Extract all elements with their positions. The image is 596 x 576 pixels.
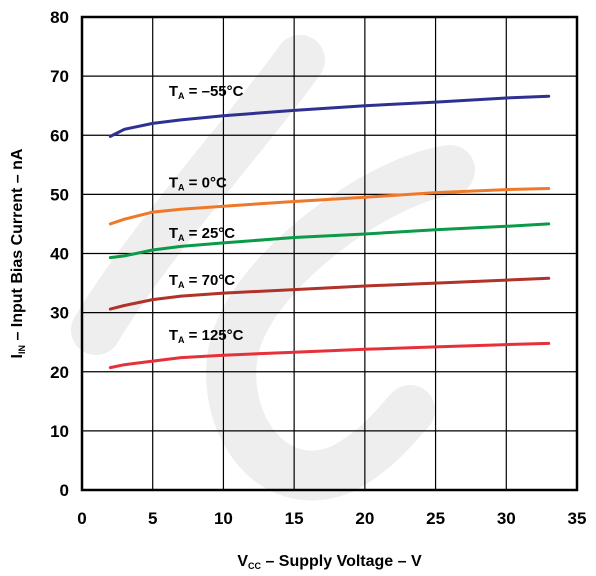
series-line-1 xyxy=(108,187,551,226)
x-tick-label: 10 xyxy=(214,509,233,528)
grid xyxy=(81,16,578,491)
x-tick-label: 30 xyxy=(497,509,516,528)
x-axis-title-sub: CC xyxy=(248,561,261,571)
y-axis-title-sub: IN xyxy=(17,345,27,354)
series-label-1: TA = 0°C xyxy=(169,175,227,193)
y-axis-title-main: I xyxy=(9,354,26,358)
series-label-3: TA = 70°C xyxy=(169,272,235,290)
x-tick-label: 20 xyxy=(355,509,374,528)
y-tick-label: 40 xyxy=(50,245,69,264)
y-tick-label: 70 xyxy=(50,67,69,86)
y-tick-labels: 0 10 20 30 40 50 60 70 80 xyxy=(50,8,69,500)
series-label-4: TA = 125°C xyxy=(169,327,244,345)
y-tick-label: 0 xyxy=(60,481,69,500)
x-axis-title-main: V xyxy=(237,553,248,570)
x-tick-label: 15 xyxy=(285,509,304,528)
y-tick-label: 30 xyxy=(50,304,69,323)
series-line-4 xyxy=(108,341,551,370)
series-label-2: TA = 25°C xyxy=(169,225,235,243)
x-tick-label: 0 xyxy=(77,509,86,528)
x-axis-title: VCC – Supply Voltage – V xyxy=(237,553,422,571)
y-tick-label: 20 xyxy=(50,363,69,382)
y-axis-title-rest: – Input Bias Current – nA xyxy=(9,148,26,345)
y-tick-label: 80 xyxy=(50,8,69,27)
series-lines xyxy=(108,94,551,370)
y-tick-label: 10 xyxy=(50,422,69,441)
y-axis-title: IIN – Input Bias Current – nA xyxy=(9,148,27,358)
watermark xyxy=(71,35,475,501)
series-label-0: TA = –55°C xyxy=(169,83,244,101)
x-axis-title-rest: – Supply Voltage – V xyxy=(261,553,422,570)
y-tick-label: 50 xyxy=(50,185,69,204)
series-line-3 xyxy=(108,276,551,311)
series-line-0 xyxy=(108,94,551,138)
x-tick-label: 5 xyxy=(148,509,157,528)
y-tick-label: 60 xyxy=(50,126,69,145)
plot-frame xyxy=(80,15,579,492)
x-tick-label: 25 xyxy=(426,509,445,528)
series-line-2 xyxy=(108,222,551,260)
x-tick-labels: 0 5 10 15 20 25 30 35 xyxy=(77,509,586,528)
series-labels: TA = –55°C TA = 0°C TA = 25°C TA = 70°C TA =… xyxy=(169,83,244,345)
x-tick-label: 35 xyxy=(568,509,587,528)
